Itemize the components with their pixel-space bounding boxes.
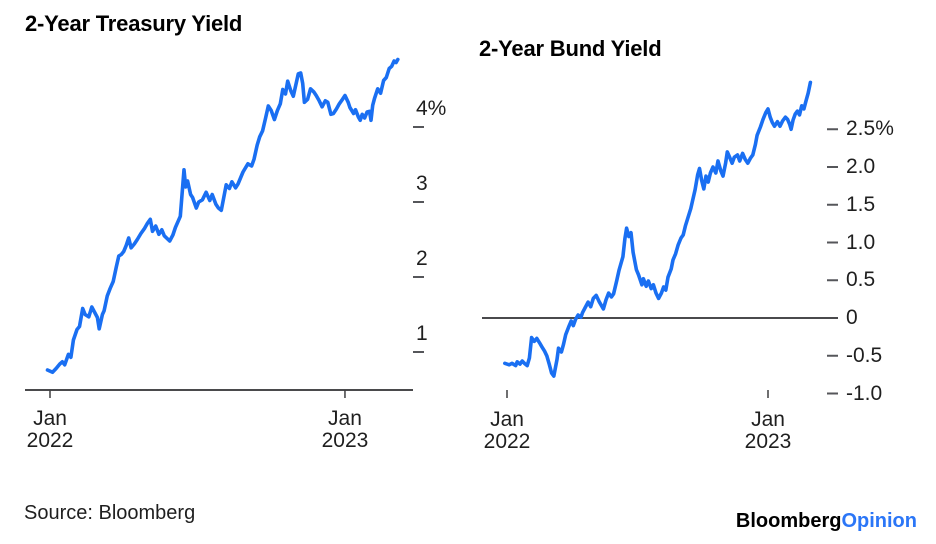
treasury-y-tick-label: 3: [416, 172, 428, 195]
treasury-y-tick-label: 4%: [416, 97, 447, 120]
bund-x-tick-label: Jan 2022: [437, 409, 577, 453]
bund-y-tick-label: 1.5: [846, 192, 876, 216]
x-tick-month: Jan: [33, 407, 67, 430]
bund-y-tick-label: 0.5: [846, 268, 876, 292]
bund-y-tick-label: -1.0: [846, 381, 883, 405]
bund-y-tick-label: -0.5: [846, 343, 883, 367]
x-tick-year: 2022: [483, 430, 531, 453]
treasury-line: [45, 57, 400, 375]
logo-opinion-text: Opinion: [841, 510, 917, 532]
x-tick-year: 2023: [321, 429, 369, 452]
bund-y-tick-label: 0: [846, 306, 858, 329]
bund-chart-title: 2-Year Bund Yield: [479, 36, 662, 61]
bund-y-tick-label: 1.0: [846, 230, 876, 254]
logo-bloomberg-text: Bloomberg: [735, 510, 842, 532]
x-tick-month: Jan: [490, 408, 524, 431]
bund-y-tick-label: 2.5%: [846, 117, 894, 141]
x-tick-year: 2022: [26, 429, 74, 452]
treasury-x-tick-label: Jan 2023: [275, 408, 415, 452]
bund-line: [502, 80, 813, 378]
treasury-y-tick-label: 1: [416, 322, 428, 345]
x-tick-month: Jan: [751, 408, 785, 431]
bund-y-tick-label: 2.0: [846, 155, 876, 178]
bloomberg-opinion-logo: BloombergOpinion: [736, 510, 917, 533]
treasury-x-tick-label: Jan 2022: [0, 408, 120, 452]
source-note: Source: Bloomberg: [24, 502, 196, 524]
treasury-y-tick-label: 2: [416, 247, 428, 270]
x-tick-month: Jan: [328, 407, 362, 430]
bund-x-tick-label: Jan 2023: [698, 409, 838, 453]
x-tick-year: 2023: [744, 430, 792, 453]
treasury-chart-title: 2-Year Treasury Yield: [25, 11, 243, 36]
